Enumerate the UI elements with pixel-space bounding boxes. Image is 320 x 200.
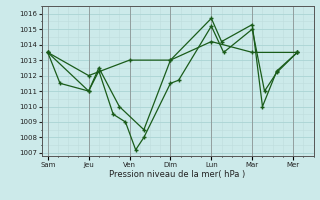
X-axis label: Pression niveau de la mer( hPa ): Pression niveau de la mer( hPa ) [109, 170, 246, 179]
